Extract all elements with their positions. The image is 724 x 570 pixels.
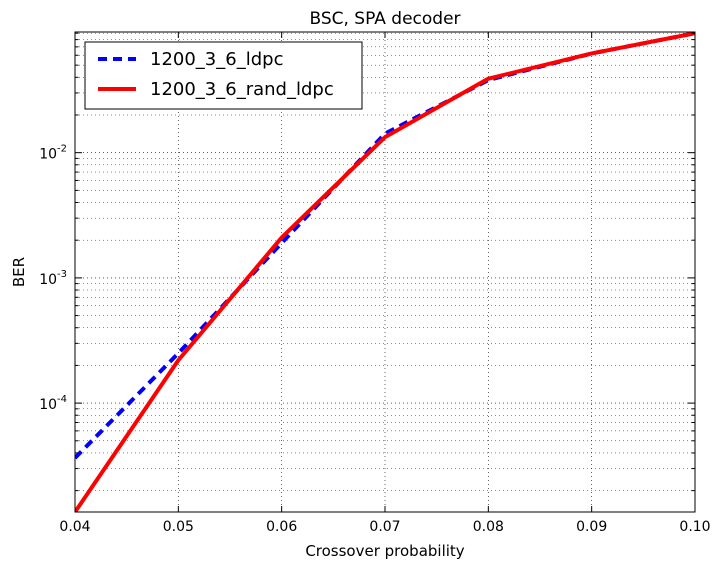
y-axis-label: BER	[10, 257, 28, 287]
plot-frame	[74, 31, 696, 513]
x-tick-label: 0.05	[163, 519, 194, 535]
x-axis-label: Crossover probability	[305, 542, 464, 560]
x-tick-label: 0.06	[266, 519, 297, 535]
x-tick-label: 0.10	[679, 519, 710, 535]
x-tick-label: 0.09	[576, 519, 607, 535]
x-tick-label: 0.08	[473, 519, 504, 535]
plot-series	[75, 32, 695, 512]
series-line-1	[75, 32, 695, 512]
legend-label-ldpc: 1200_3_6_ldpc	[150, 49, 283, 70]
x-tick-label: 0.07	[369, 519, 400, 535]
chart-title: BSC, SPA decoder	[309, 9, 460, 29]
x-tick-label: 0.04	[59, 519, 90, 535]
legend-label-rand-ldpc: 1200_3_6_rand_ldpc	[150, 79, 334, 100]
legend-box	[84, 41, 363, 110]
legend: 1200_3_6_ldpc 1200_3_6_rand_ldpc	[84, 41, 363, 110]
grid-lines	[75, 32, 695, 512]
